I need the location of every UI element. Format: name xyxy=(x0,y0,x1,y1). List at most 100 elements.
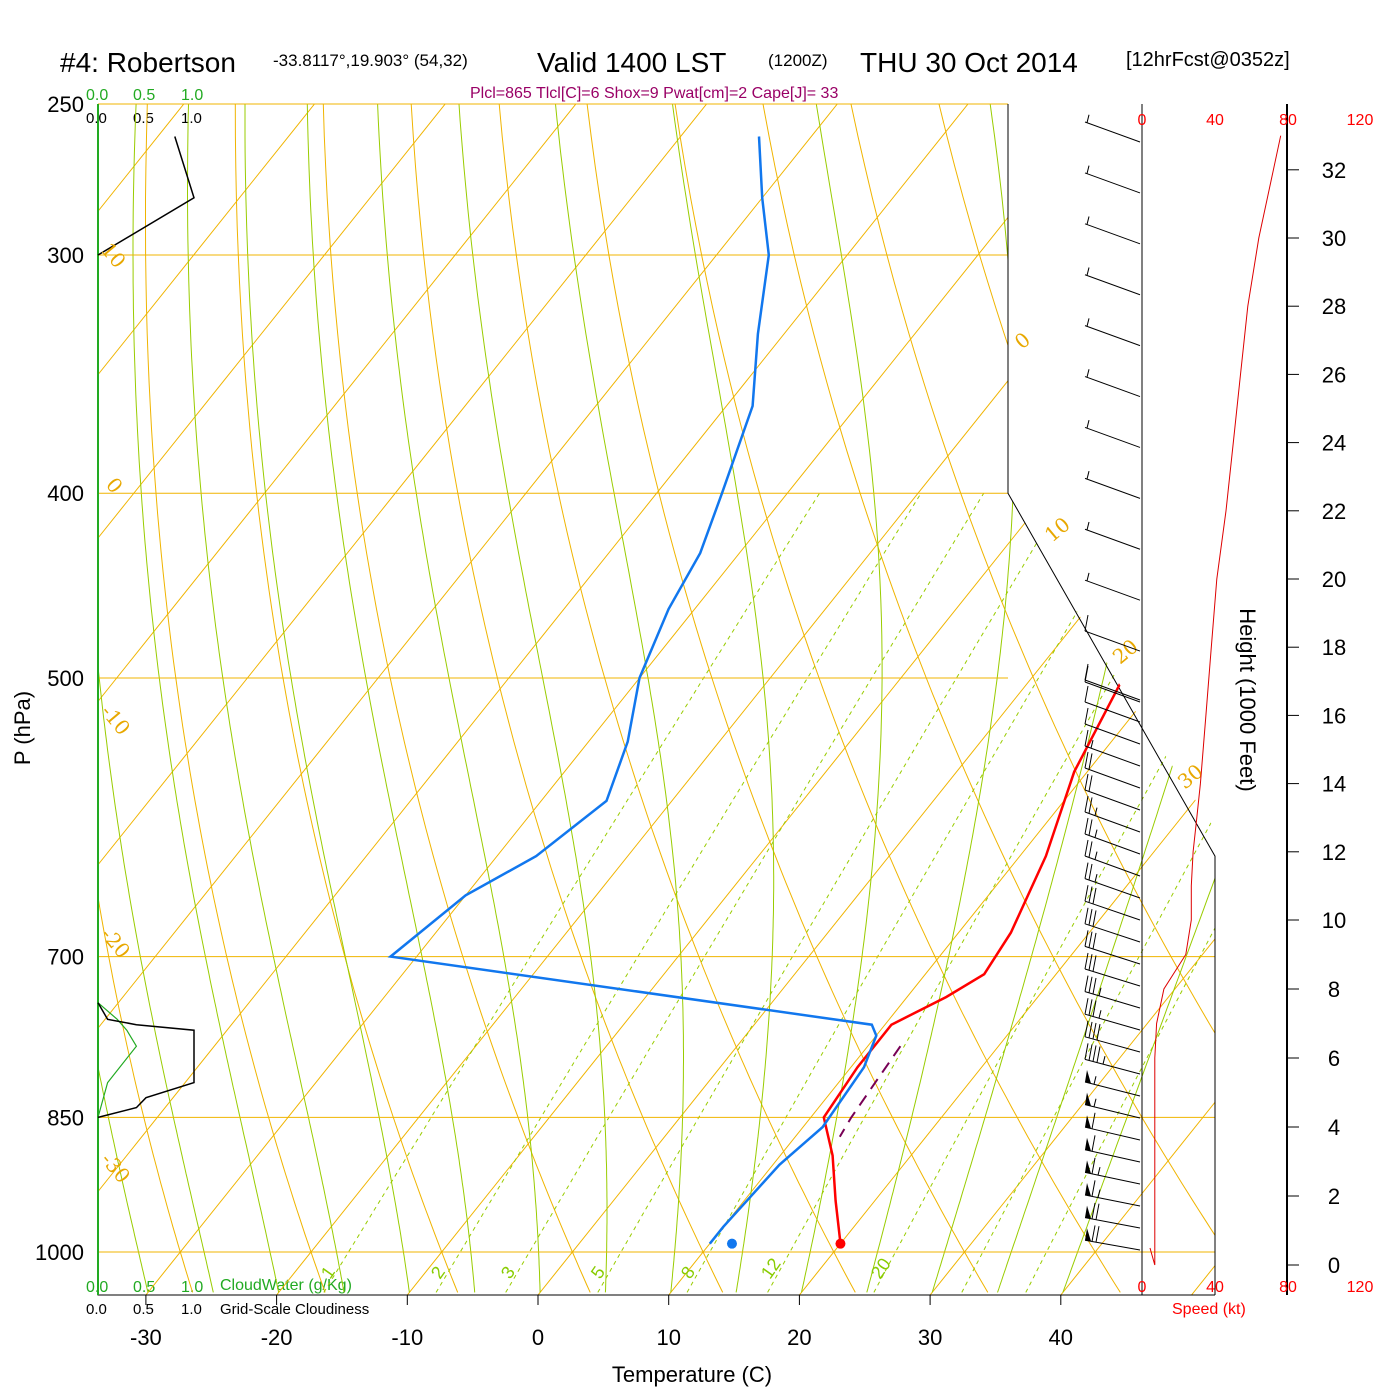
wind-barb-shaft xyxy=(1084,630,1141,652)
wind-barb-shaft xyxy=(1084,172,1141,194)
dry-adiabat-line xyxy=(321,104,591,1293)
wind-barb xyxy=(1084,521,1141,550)
cloudiness-tick: 0.0 xyxy=(86,1301,107,1318)
wind-barb-shaft xyxy=(1084,701,1141,723)
moist-adiabat-line xyxy=(458,104,608,1293)
wind-barb xyxy=(1084,1180,1141,1207)
wind-barb-half-feather xyxy=(1086,318,1090,327)
surface-dewpoint-dot xyxy=(726,1238,737,1249)
wind-barb xyxy=(1084,216,1141,245)
wind-barb-flag xyxy=(1085,1070,1091,1084)
speed-tick-top: 80 xyxy=(1279,112,1297,129)
wind-barb-feather xyxy=(1088,819,1093,836)
wind-barb xyxy=(1084,952,1141,987)
wind-barb-feather xyxy=(1084,998,1089,1015)
wind-barb-flag xyxy=(1085,1092,1091,1107)
wind-barb-half-feather xyxy=(1086,572,1090,582)
wind-barb-feather xyxy=(1088,976,1093,993)
isotherm-line xyxy=(98,104,969,1295)
dry-adiabat-line xyxy=(1279,70,1400,1292)
wind-barb-shaft xyxy=(1084,923,1141,943)
wind-barb-half-feather xyxy=(1086,369,1090,378)
isotherm-label: -30 xyxy=(96,1148,135,1188)
wind-barb xyxy=(1084,114,1141,143)
cloudwater-legend-label: CloudWater (g/Kg) xyxy=(220,1277,352,1294)
wind-barb-feather xyxy=(1088,909,1093,926)
wind-barb xyxy=(1084,420,1141,448)
wind-barb-half-feather xyxy=(1086,420,1090,429)
wind-barb-feather xyxy=(1084,952,1089,970)
wind-barb xyxy=(1084,369,1141,398)
wind-barb-feather xyxy=(1096,1024,1101,1041)
wind-barb-feather xyxy=(1091,1157,1096,1174)
isotherm-line xyxy=(145,104,1100,1295)
isotherm-line xyxy=(406,104,1215,1295)
wind-barb-half-feather xyxy=(1093,1076,1097,1085)
wind-barb-shaft xyxy=(1084,811,1141,833)
moist-adiabat-line xyxy=(672,104,775,1293)
wind-barb xyxy=(1084,1202,1141,1229)
dry-adiabat-line xyxy=(1191,104,1215,1293)
x-tick-label: 40 xyxy=(1049,1325,1073,1350)
isotherm-line xyxy=(276,104,1215,1295)
isotherm-label: 10 xyxy=(1040,512,1075,547)
x-tick-label: 30 xyxy=(918,1325,942,1350)
speed-tick-bottom: 120 xyxy=(1347,1279,1374,1296)
wind-barb-shaft xyxy=(1084,679,1141,701)
wind-barb-shaft xyxy=(1084,833,1141,855)
wind-barb-feather xyxy=(1084,885,1089,902)
station-title: #4: Robertson xyxy=(60,47,236,78)
wind-barb-shaft xyxy=(1084,121,1141,143)
height-tick-label: 8 xyxy=(1328,977,1340,1002)
wind-barb-feather xyxy=(1091,1225,1096,1242)
speed-tick-top: 40 xyxy=(1206,112,1224,129)
moist-adiabat-line xyxy=(801,104,883,1293)
wind-barb-half-feather xyxy=(1086,165,1090,174)
wind-barb-feather xyxy=(1084,614,1089,632)
isotherm-line xyxy=(929,104,1215,1295)
wind-barb-feather xyxy=(1088,863,1093,881)
moist-adiabat-line xyxy=(1062,104,1215,1293)
frame-outline xyxy=(97,104,1215,1296)
wind-barb-feather xyxy=(1091,1135,1096,1152)
wind-barb-feather xyxy=(1092,910,1097,927)
height-tick-label: 4 xyxy=(1328,1115,1340,1140)
wind-barb xyxy=(1084,318,1141,347)
x-tick-label: -30 xyxy=(130,1325,162,1350)
wind-barb xyxy=(1084,1135,1141,1163)
y-axis-title: P (hPa) xyxy=(10,691,35,765)
wind-barb xyxy=(1084,862,1141,899)
wind-barb-feather xyxy=(1084,751,1089,769)
wind-barb-feather xyxy=(1092,1022,1097,1040)
wind-barb-half-feather xyxy=(1094,829,1098,838)
height-tick-label: 6 xyxy=(1328,1046,1340,1071)
mixing-ratio-line xyxy=(686,492,1147,1293)
wind-barb-feather xyxy=(1092,887,1097,905)
wind-barbs xyxy=(1084,114,1141,1251)
wind-barb-shaft xyxy=(1084,325,1141,347)
moist-adiabat-line xyxy=(98,104,214,1293)
moist-adiabat-line xyxy=(997,104,1215,1293)
wind-barb xyxy=(1084,839,1141,877)
wind-barb-shaft xyxy=(1084,1104,1141,1119)
wind-barb-feather xyxy=(1084,1043,1089,1060)
wind-barb-shaft xyxy=(1084,681,1141,703)
wind-barb-half-feather xyxy=(1098,987,1102,996)
cloudiness-tick: 0.5 xyxy=(133,110,154,127)
wind-barb-shaft xyxy=(1084,1036,1141,1053)
sounding-curves xyxy=(387,136,1215,1249)
wind-barb xyxy=(1084,817,1141,855)
wind-barb xyxy=(1084,267,1141,296)
wind-barb xyxy=(1084,1157,1141,1185)
mixing-ratio-line xyxy=(767,492,1215,1293)
wind-barb-half-feather xyxy=(1097,1167,1101,1176)
wind-barb-feather xyxy=(1084,1020,1089,1037)
wind-barb-feather xyxy=(1084,975,1089,992)
moist-adiabat-line xyxy=(866,104,1016,1293)
wind-barb-feather xyxy=(1084,663,1089,681)
wind-barb-half-feather xyxy=(1086,216,1090,225)
cloudiness-tick: 0.0 xyxy=(86,110,107,127)
pressure-tick-label: 500 xyxy=(47,666,84,691)
wind-barb xyxy=(1084,885,1141,921)
